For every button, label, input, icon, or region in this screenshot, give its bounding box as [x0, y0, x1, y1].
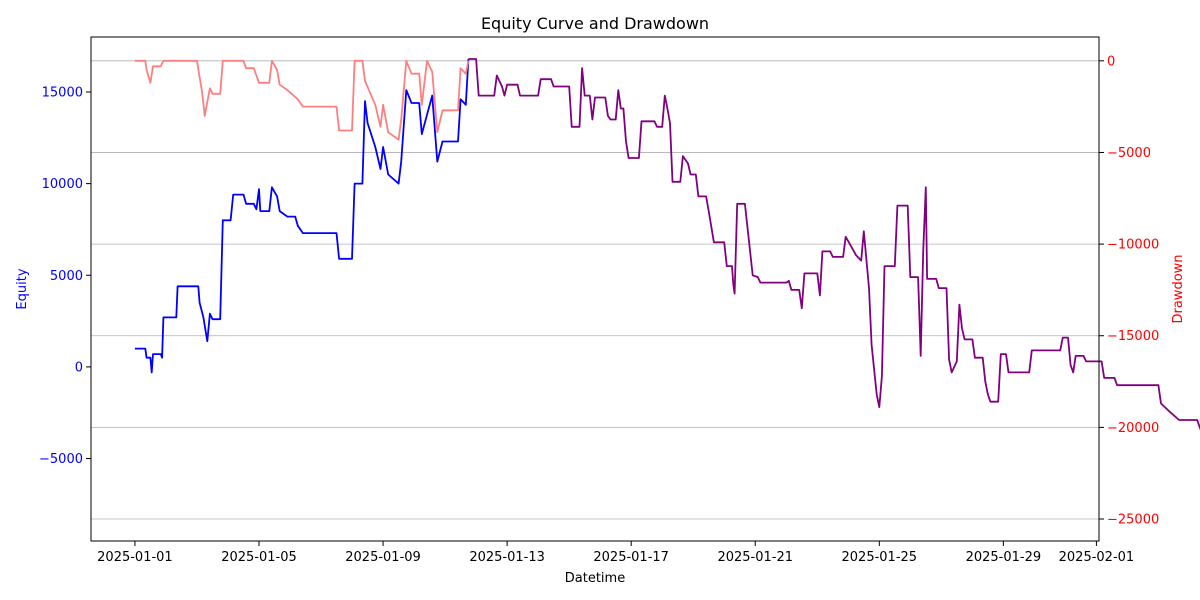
- x-tick-label-0: 2025-01-01: [97, 550, 173, 565]
- left-y-tick-label-2: 5000: [50, 269, 83, 284]
- plot-frame: [90, 36, 1100, 542]
- x-tick-label-7: 2025-01-29: [966, 550, 1042, 565]
- right-y-axis-label: Drawdown: [1171, 254, 1186, 323]
- right-y-tick-label-5: 0: [1107, 54, 1115, 69]
- left-y-tick-label-3: 10000: [42, 177, 83, 192]
- left-y-tick-label-4: 15000: [42, 85, 83, 100]
- x-tick-label-3: 2025-01-13: [469, 550, 545, 565]
- chart-title: Equity Curve and Drawdown: [481, 14, 709, 33]
- left-y-tick-label-1: 0: [75, 360, 83, 375]
- right-y-tick-label-0: −25000: [1107, 513, 1159, 528]
- x-tick-label-6: 2025-01-25: [842, 550, 918, 565]
- series-lines: [134, 58, 1200, 431]
- x-tick-label-4: 2025-01-17: [593, 550, 669, 565]
- x-tick-label-1: 2025-01-05: [221, 550, 297, 565]
- right-y-tick-label-3: −10000: [1107, 238, 1159, 253]
- left-y-axis-label: Equity: [15, 268, 30, 309]
- right-y-tick-label-1: −20000: [1107, 421, 1159, 436]
- x-tick-label-5: 2025-01-21: [717, 550, 793, 565]
- right-y-tick-label-2: −15000: [1107, 329, 1159, 344]
- series-line-1: [134, 59, 470, 141]
- x-axis-label: Datetime: [565, 571, 625, 586]
- x-axis-ticks: 2025-01-01 2025-01-05 2025-01-09 2025-01-13…: [97, 541, 1134, 565]
- right-y-tick-label-4: −5000: [1107, 146, 1151, 161]
- grid-lines: [91, 60, 1099, 520]
- left-y-tick-label-0: −5000: [39, 452, 83, 467]
- right-y-axis-ticks: −25000 −20000 −15000 −10000 −5000 0: [1099, 54, 1159, 528]
- x-tick-label-8: 2025-02-01: [1059, 550, 1135, 565]
- series-line-0: [134, 58, 470, 374]
- x-tick-label-2: 2025-01-09: [345, 550, 421, 565]
- series-line-2: [468, 58, 1200, 431]
- left-y-axis-ticks: −5000 0 5000 10000 15000: [39, 85, 91, 467]
